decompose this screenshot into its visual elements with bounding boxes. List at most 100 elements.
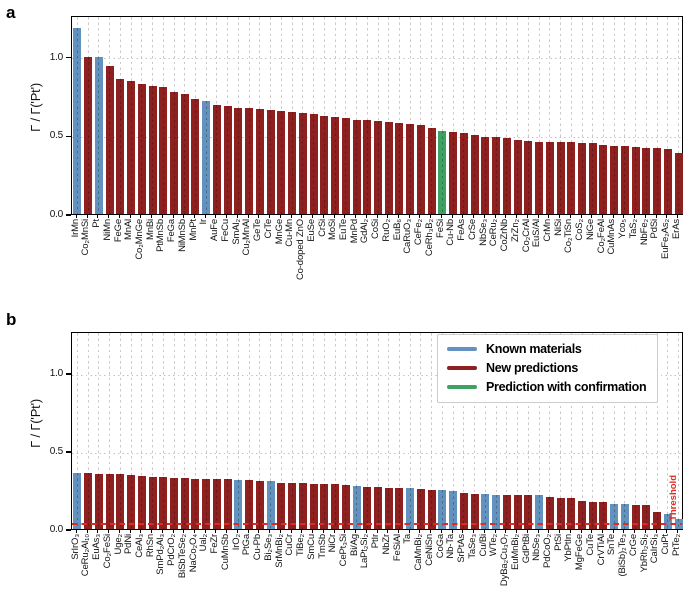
bar xyxy=(416,125,425,214)
x-tick xyxy=(677,530,679,533)
x-tick xyxy=(151,215,153,218)
x-tick xyxy=(140,215,142,218)
x-tick xyxy=(322,215,324,218)
x-tick xyxy=(451,215,453,218)
bar-gridline-overlay xyxy=(506,138,508,214)
v-gridline xyxy=(592,333,594,529)
x-tick xyxy=(269,530,271,533)
bar-gridline-overlay xyxy=(313,114,315,214)
y-tick xyxy=(66,56,71,59)
bar xyxy=(116,78,125,214)
v-gridline xyxy=(280,333,282,529)
legend-item-confirmed: Prediction with confirmation xyxy=(447,380,647,394)
x-tick-label: CeAl₃ xyxy=(133,534,145,558)
bar-gridline-overlay xyxy=(291,111,293,214)
x-tick xyxy=(258,215,260,218)
bar xyxy=(406,488,415,529)
x-tick xyxy=(312,215,314,218)
x-tick xyxy=(537,215,539,218)
x-tick xyxy=(655,215,657,218)
bar xyxy=(599,145,608,214)
bar xyxy=(470,493,479,529)
x-tick xyxy=(526,215,528,218)
v-gridline xyxy=(495,17,497,214)
x-tick xyxy=(86,215,88,218)
x-tick-label: CeNiSn xyxy=(423,534,435,566)
x-tick xyxy=(601,215,603,218)
x-tick xyxy=(612,215,614,218)
bar-gridline-overlay xyxy=(441,131,443,214)
bar-gridline-overlay xyxy=(388,487,390,529)
v-gridline xyxy=(227,333,229,529)
v-gridline xyxy=(495,333,497,529)
bar xyxy=(567,498,576,529)
v-gridline xyxy=(173,333,175,529)
bar xyxy=(620,504,629,529)
bar-gridline-overlay xyxy=(431,489,433,529)
bar xyxy=(384,487,393,529)
v-gridline xyxy=(334,17,336,214)
panel-a-letter: a xyxy=(6,3,16,22)
x-tick xyxy=(591,530,593,533)
bar-gridline-overlay xyxy=(474,493,476,529)
x-tick xyxy=(290,215,292,218)
x-tick-label: EuMnBi₂ xyxy=(509,534,521,570)
bar xyxy=(148,476,157,529)
bar xyxy=(610,503,619,529)
v-gridline xyxy=(366,17,368,214)
x-tick xyxy=(494,530,496,533)
bar xyxy=(438,490,447,529)
bar-gridline-overlay xyxy=(87,56,89,214)
x-tick xyxy=(151,530,153,533)
x-tick xyxy=(118,530,120,533)
x-tick-label: FeCu xyxy=(219,219,231,242)
v-gridline xyxy=(613,333,615,529)
v-gridline xyxy=(624,17,626,214)
x-tick xyxy=(344,530,346,533)
bar-gridline-overlay xyxy=(570,498,572,529)
panel-b-y-axis-title: Γ / Γ('Pt') xyxy=(28,399,43,448)
x-tick-label: CeRh₃B₂ xyxy=(423,219,435,257)
bar-gridline-overlay xyxy=(130,80,132,214)
bar xyxy=(642,504,651,529)
x-tick xyxy=(419,215,421,218)
x-tick xyxy=(644,215,646,218)
bar-gridline-overlay xyxy=(527,140,529,214)
x-tick xyxy=(537,530,539,533)
bar xyxy=(363,120,372,214)
x-tick xyxy=(634,215,636,218)
bar xyxy=(578,143,586,214)
bar-gridline-overlay xyxy=(420,488,422,529)
x-tick xyxy=(97,530,99,533)
bar xyxy=(148,85,157,214)
v-gridline xyxy=(474,333,476,529)
v-gridline xyxy=(441,333,443,529)
bar xyxy=(492,137,501,214)
threshold-line xyxy=(72,523,682,526)
bar xyxy=(277,110,286,214)
x-tick-label: ErAs xyxy=(670,219,682,239)
bar-gridline-overlay xyxy=(237,107,239,214)
bar xyxy=(331,116,340,214)
x-tick-label: TiBe₂ xyxy=(295,534,307,557)
x-tick-label: NbZr xyxy=(380,534,392,555)
panel-b-letter: b xyxy=(6,310,17,329)
x-tick-label: PdCoO₂ xyxy=(541,534,553,568)
bar xyxy=(513,140,522,214)
bar xyxy=(320,115,329,214)
v-gridline xyxy=(98,333,100,529)
bar xyxy=(416,488,425,529)
bar-gridline-overlay xyxy=(581,143,583,214)
x-tick xyxy=(473,530,475,533)
v-gridline xyxy=(356,333,358,529)
x-tick xyxy=(430,215,432,218)
bar xyxy=(191,478,200,529)
x-tick xyxy=(505,215,507,218)
x-tick xyxy=(355,530,357,533)
bar xyxy=(84,473,93,529)
v-gridline xyxy=(549,333,551,529)
x-tick-label: Co₂FeSi xyxy=(101,534,113,569)
bar xyxy=(191,99,200,214)
x-tick xyxy=(376,530,378,533)
